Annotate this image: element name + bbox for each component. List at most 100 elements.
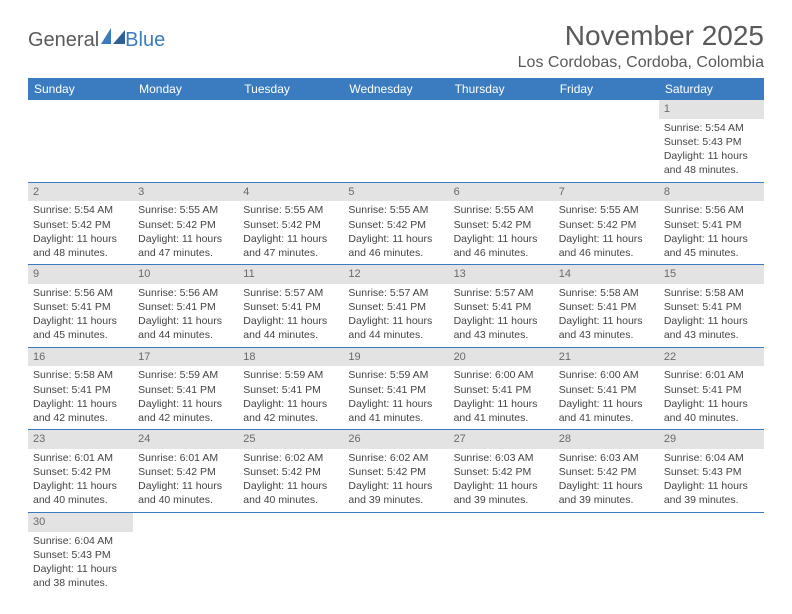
day-content: Sunrise: 5:59 AMSunset: 5:41 PMDaylight:… (133, 366, 238, 429)
day-number: 25 (238, 430, 343, 449)
day-number: 17 (133, 348, 238, 367)
daylight-text: Daylight: 11 hours and 39 minutes. (348, 479, 443, 507)
day-content: Sunrise: 6:02 AMSunset: 5:42 PMDaylight:… (238, 449, 343, 512)
location-text: Los Cordobas, Cordoba, Colombia (518, 54, 764, 72)
day-content: Sunrise: 5:58 AMSunset: 5:41 PMDaylight:… (554, 284, 659, 347)
day-content (238, 513, 343, 519)
day-content: Sunrise: 5:59 AMSunset: 5:41 PMDaylight:… (238, 366, 343, 429)
day-number: 12 (343, 265, 448, 284)
sunrise-text: Sunrise: 5:57 AM (348, 286, 443, 300)
sunset-text: Sunset: 5:42 PM (33, 218, 128, 232)
sunset-text: Sunset: 5:41 PM (348, 383, 443, 397)
daylight-text: Daylight: 11 hours and 42 minutes. (138, 397, 233, 425)
day-content: Sunrise: 5:54 AMSunset: 5:42 PMDaylight:… (28, 201, 133, 264)
day-content: Sunrise: 5:57 AMSunset: 5:41 PMDaylight:… (238, 284, 343, 347)
daylight-text: Daylight: 11 hours and 44 minutes. (348, 314, 443, 342)
sunset-text: Sunset: 5:41 PM (559, 300, 654, 314)
day-content (133, 119, 238, 179)
logo-text-gray: General (28, 29, 99, 52)
sunrise-text: Sunrise: 6:01 AM (138, 451, 233, 465)
day-content: Sunrise: 5:55 AMSunset: 5:42 PMDaylight:… (343, 201, 448, 264)
logo-text-blue: Blue (125, 29, 165, 52)
calendar-cell: 12Sunrise: 5:57 AMSunset: 5:41 PMDayligh… (343, 265, 448, 348)
day-content (28, 119, 133, 179)
sunrise-text: Sunrise: 5:54 AM (33, 203, 128, 217)
sunset-text: Sunset: 5:41 PM (33, 300, 128, 314)
sunrise-text: Sunrise: 6:02 AM (348, 451, 443, 465)
weekday-header: Saturday (659, 78, 764, 100)
month-title: November 2025 (518, 20, 764, 52)
sunrise-text: Sunrise: 6:04 AM (33, 534, 128, 548)
header-row: General Blue November 2025 Los Cordobas,… (28, 20, 764, 72)
sunset-text: Sunset: 5:42 PM (559, 465, 654, 479)
sunrise-text: Sunrise: 5:56 AM (138, 286, 233, 300)
day-number: 2 (28, 183, 133, 202)
weekday-header: Wednesday (343, 78, 448, 100)
day-content: Sunrise: 6:02 AMSunset: 5:42 PMDaylight:… (343, 449, 448, 512)
day-number: 14 (554, 265, 659, 284)
calendar-week-row: 2Sunrise: 5:54 AMSunset: 5:42 PMDaylight… (28, 182, 764, 265)
sunset-text: Sunset: 5:42 PM (348, 218, 443, 232)
daylight-text: Daylight: 11 hours and 48 minutes. (33, 232, 128, 260)
calendar-cell (238, 100, 343, 182)
day-number: 16 (28, 348, 133, 367)
daylight-text: Daylight: 11 hours and 40 minutes. (33, 479, 128, 507)
day-number: 30 (28, 513, 133, 532)
day-content: Sunrise: 5:56 AMSunset: 5:41 PMDaylight:… (659, 201, 764, 264)
sunrise-text: Sunrise: 5:58 AM (559, 286, 654, 300)
day-number: 18 (238, 348, 343, 367)
daylight-text: Daylight: 11 hours and 40 minutes. (138, 479, 233, 507)
calendar-cell (449, 100, 554, 182)
logo-sail-icon (101, 28, 125, 44)
daylight-text: Daylight: 11 hours and 46 minutes. (348, 232, 443, 260)
day-content (343, 513, 448, 519)
calendar-cell (554, 100, 659, 182)
sunrise-text: Sunrise: 5:55 AM (348, 203, 443, 217)
weekday-header: Tuesday (238, 78, 343, 100)
sunset-text: Sunset: 5:42 PM (243, 218, 338, 232)
day-content: Sunrise: 5:55 AMSunset: 5:42 PMDaylight:… (554, 201, 659, 264)
day-number: 3 (133, 183, 238, 202)
sunset-text: Sunset: 5:42 PM (348, 465, 443, 479)
calendar-body: 1 Sunrise: 5:54 AM Sunset: 5:43 PM Daylight… (28, 100, 764, 594)
calendar-cell: 16Sunrise: 5:58 AMSunset: 5:41 PMDayligh… (28, 347, 133, 430)
daylight-text: Daylight: 11 hours and 39 minutes. (664, 479, 759, 507)
day-content: Sunrise: 6:01 AMSunset: 5:42 PMDaylight:… (28, 449, 133, 512)
sunset-text: Sunset: 5:43 PM (664, 135, 759, 149)
day-content: Sunrise: 5:56 AMSunset: 5:41 PMDaylight:… (133, 284, 238, 347)
day-content (343, 119, 448, 179)
daylight-text: Daylight: 11 hours and 40 minutes. (243, 479, 338, 507)
sunset-text: Sunset: 5:43 PM (33, 548, 128, 562)
day-number: 10 (133, 265, 238, 284)
day-content: Sunrise: 5:55 AMSunset: 5:42 PMDaylight:… (133, 201, 238, 264)
day-content: Sunrise: 6:04 AMSunset: 5:43 PMDaylight:… (28, 532, 133, 595)
day-content: Sunrise: 6:01 AMSunset: 5:42 PMDaylight:… (133, 449, 238, 512)
sunrise-text: Sunrise: 5:55 AM (138, 203, 233, 217)
day-content: Sunrise: 6:00 AMSunset: 5:41 PMDaylight:… (554, 366, 659, 429)
sunset-text: Sunset: 5:42 PM (243, 465, 338, 479)
calendar-cell: 3Sunrise: 5:55 AMSunset: 5:42 PMDaylight… (133, 182, 238, 265)
day-number: 5 (343, 183, 448, 202)
calendar-cell (343, 512, 448, 594)
calendar-cell: 21Sunrise: 6:00 AMSunset: 5:41 PMDayligh… (554, 347, 659, 430)
sunrise-text: Sunrise: 5:59 AM (243, 368, 338, 382)
sunrise-text: Sunrise: 6:03 AM (454, 451, 549, 465)
day-number: 1 (659, 100, 764, 119)
sunset-text: Sunset: 5:41 PM (559, 383, 654, 397)
calendar-header: Sunday Monday Tuesday Wednesday Thursday… (28, 78, 764, 100)
sunrise-text: Sunrise: 5:57 AM (454, 286, 549, 300)
sunset-text: Sunset: 5:41 PM (454, 300, 549, 314)
day-number: 11 (238, 265, 343, 284)
day-number: 20 (449, 348, 554, 367)
calendar-cell: 17Sunrise: 5:59 AMSunset: 5:41 PMDayligh… (133, 347, 238, 430)
weekday-header: Monday (133, 78, 238, 100)
day-number: 9 (28, 265, 133, 284)
day-number: 6 (449, 183, 554, 202)
calendar-cell: 19Sunrise: 5:59 AMSunset: 5:41 PMDayligh… (343, 347, 448, 430)
sunset-text: Sunset: 5:42 PM (454, 465, 549, 479)
sunrise-text: Sunrise: 5:58 AM (33, 368, 128, 382)
sunrise-text: Sunrise: 5:56 AM (33, 286, 128, 300)
day-number: 29 (659, 430, 764, 449)
daylight-text: Daylight: 11 hours and 39 minutes. (454, 479, 549, 507)
day-number: 24 (133, 430, 238, 449)
